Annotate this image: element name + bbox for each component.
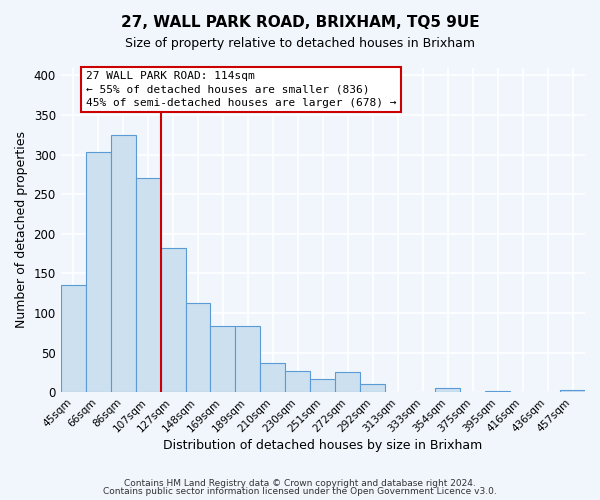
Text: Contains HM Land Registry data © Crown copyright and database right 2024.: Contains HM Land Registry data © Crown c…	[124, 478, 476, 488]
Bar	[435, 388, 460, 392]
Text: 27 WALL PARK ROAD: 114sqm
← 55% of detached houses are smaller (836)
45% of semi: 27 WALL PARK ROAD: 114sqm ← 55% of detac…	[86, 72, 396, 108]
Y-axis label: Number of detached properties: Number of detached properties	[15, 132, 28, 328]
Bar	[86, 152, 110, 392]
Bar	[360, 384, 385, 392]
Bar	[110, 135, 136, 392]
Bar	[235, 326, 260, 392]
Bar	[260, 363, 286, 392]
Bar	[161, 248, 185, 392]
Bar	[136, 178, 161, 392]
Bar	[310, 379, 335, 392]
Text: Size of property relative to detached houses in Brixham: Size of property relative to detached ho…	[125, 38, 475, 51]
Text: Contains public sector information licensed under the Open Government Licence v3: Contains public sector information licen…	[103, 487, 497, 496]
Bar	[485, 390, 510, 392]
Bar	[61, 286, 86, 392]
Bar	[211, 326, 235, 392]
Bar	[335, 372, 360, 392]
X-axis label: Distribution of detached houses by size in Brixham: Distribution of detached houses by size …	[163, 440, 482, 452]
Bar	[286, 371, 310, 392]
Bar	[185, 302, 211, 392]
Bar	[560, 390, 585, 392]
Text: 27, WALL PARK ROAD, BRIXHAM, TQ5 9UE: 27, WALL PARK ROAD, BRIXHAM, TQ5 9UE	[121, 15, 479, 30]
